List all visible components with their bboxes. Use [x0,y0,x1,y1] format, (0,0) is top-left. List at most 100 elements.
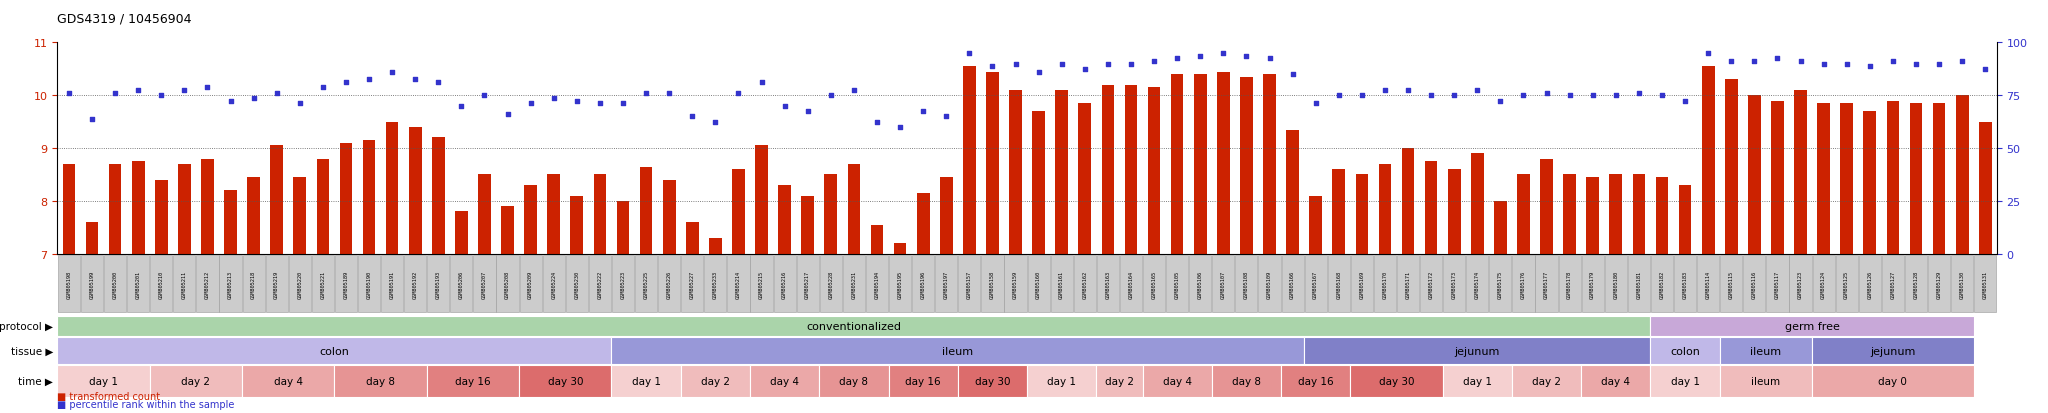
FancyBboxPatch shape [958,255,981,313]
Text: GSM805227: GSM805227 [690,270,694,298]
Text: GSM805163: GSM805163 [1106,270,1110,298]
FancyBboxPatch shape [1720,255,1743,313]
Bar [156,180,168,254]
Bar [709,238,721,254]
Text: day 4: day 4 [1602,376,1630,386]
Text: GSM805175: GSM805175 [1497,270,1503,298]
Text: day 1: day 1 [631,376,662,386]
Point [1647,93,1679,100]
Bar [334,365,426,397]
Text: GSM805231: GSM805231 [852,270,856,298]
FancyBboxPatch shape [657,255,680,313]
Point [1530,90,1563,97]
Point [1669,98,1702,104]
Point [1577,93,1610,100]
Bar [1305,337,1651,364]
Text: GSM805233: GSM805233 [713,270,719,298]
Point [1485,98,1518,104]
Text: conventionalized: conventionalized [807,321,901,331]
Point [1139,59,1171,65]
Bar [477,175,492,254]
Text: GSM805196: GSM805196 [922,270,926,298]
Text: GSM805177: GSM805177 [1544,270,1548,298]
Text: GSM805194: GSM805194 [874,270,879,298]
Text: GSM805220: GSM805220 [297,270,303,298]
Bar [963,67,975,254]
FancyBboxPatch shape [1257,255,1280,313]
Text: GSM805165: GSM805165 [1151,270,1157,298]
Text: GSM805162: GSM805162 [1081,270,1087,298]
Bar [1655,178,1669,254]
Point [1692,50,1724,57]
Text: day 2: day 2 [700,376,729,386]
Text: GSM805216: GSM805216 [782,270,786,298]
FancyBboxPatch shape [381,255,403,313]
FancyBboxPatch shape [150,255,172,313]
Bar [385,122,399,254]
FancyBboxPatch shape [1120,255,1143,313]
Bar [870,225,883,254]
Point [1622,90,1655,97]
Text: GSM805114: GSM805114 [1706,270,1710,298]
FancyBboxPatch shape [911,255,934,313]
FancyBboxPatch shape [104,255,127,313]
Text: GSM805106: GSM805106 [1198,270,1202,298]
Point [330,80,362,86]
Point [653,90,686,97]
Point [1206,50,1239,57]
FancyBboxPatch shape [1835,255,1858,313]
FancyBboxPatch shape [473,255,496,313]
Point [1460,88,1493,94]
Text: GSM805225: GSM805225 [643,270,649,298]
Bar [178,164,190,254]
Bar [1679,185,1692,254]
Text: day 4: day 4 [1163,376,1192,386]
Bar [502,206,514,254]
Point [399,77,432,83]
Text: GSM805171: GSM805171 [1405,270,1411,298]
Point [907,109,940,115]
Bar [750,365,819,397]
Text: GSM805200: GSM805200 [113,270,117,298]
Point [1276,72,1309,78]
FancyBboxPatch shape [1882,255,1905,313]
Point [930,114,963,121]
Bar [1448,170,1460,254]
Text: GSM805164: GSM805164 [1128,270,1133,298]
Bar [109,164,121,254]
FancyBboxPatch shape [844,255,864,313]
Text: time ▶: time ▶ [18,376,53,386]
FancyBboxPatch shape [1812,255,1835,313]
Bar [686,222,698,254]
Text: GSM805197: GSM805197 [944,270,948,298]
Bar [1241,78,1253,254]
Bar [778,185,791,254]
Text: GSM805129: GSM805129 [1937,270,1942,298]
Text: GSM805193: GSM805193 [436,270,440,298]
Bar [1309,196,1323,254]
FancyBboxPatch shape [889,255,911,313]
Bar [1378,164,1391,254]
Bar [201,159,213,254]
Point [53,90,86,97]
FancyBboxPatch shape [727,255,750,313]
Text: GSM805210: GSM805210 [160,270,164,298]
Bar [1720,365,1812,397]
Text: GSM805199: GSM805199 [90,270,94,298]
Text: day 1: day 1 [1047,376,1075,386]
Text: day 1: day 1 [1462,376,1491,386]
Text: ileum: ileum [1751,376,1780,386]
Text: GSM805181: GSM805181 [1636,270,1640,298]
Bar [1171,75,1184,254]
FancyBboxPatch shape [1051,255,1073,313]
FancyBboxPatch shape [1673,255,1696,313]
FancyBboxPatch shape [1327,255,1350,313]
Bar [612,365,680,397]
Point [1231,53,1264,60]
Text: GSM805173: GSM805173 [1452,270,1456,298]
FancyBboxPatch shape [1165,255,1188,313]
Point [1714,59,1747,65]
FancyBboxPatch shape [1028,255,1051,313]
Text: GSM805116: GSM805116 [1751,270,1757,298]
Text: day 16: day 16 [905,376,940,386]
